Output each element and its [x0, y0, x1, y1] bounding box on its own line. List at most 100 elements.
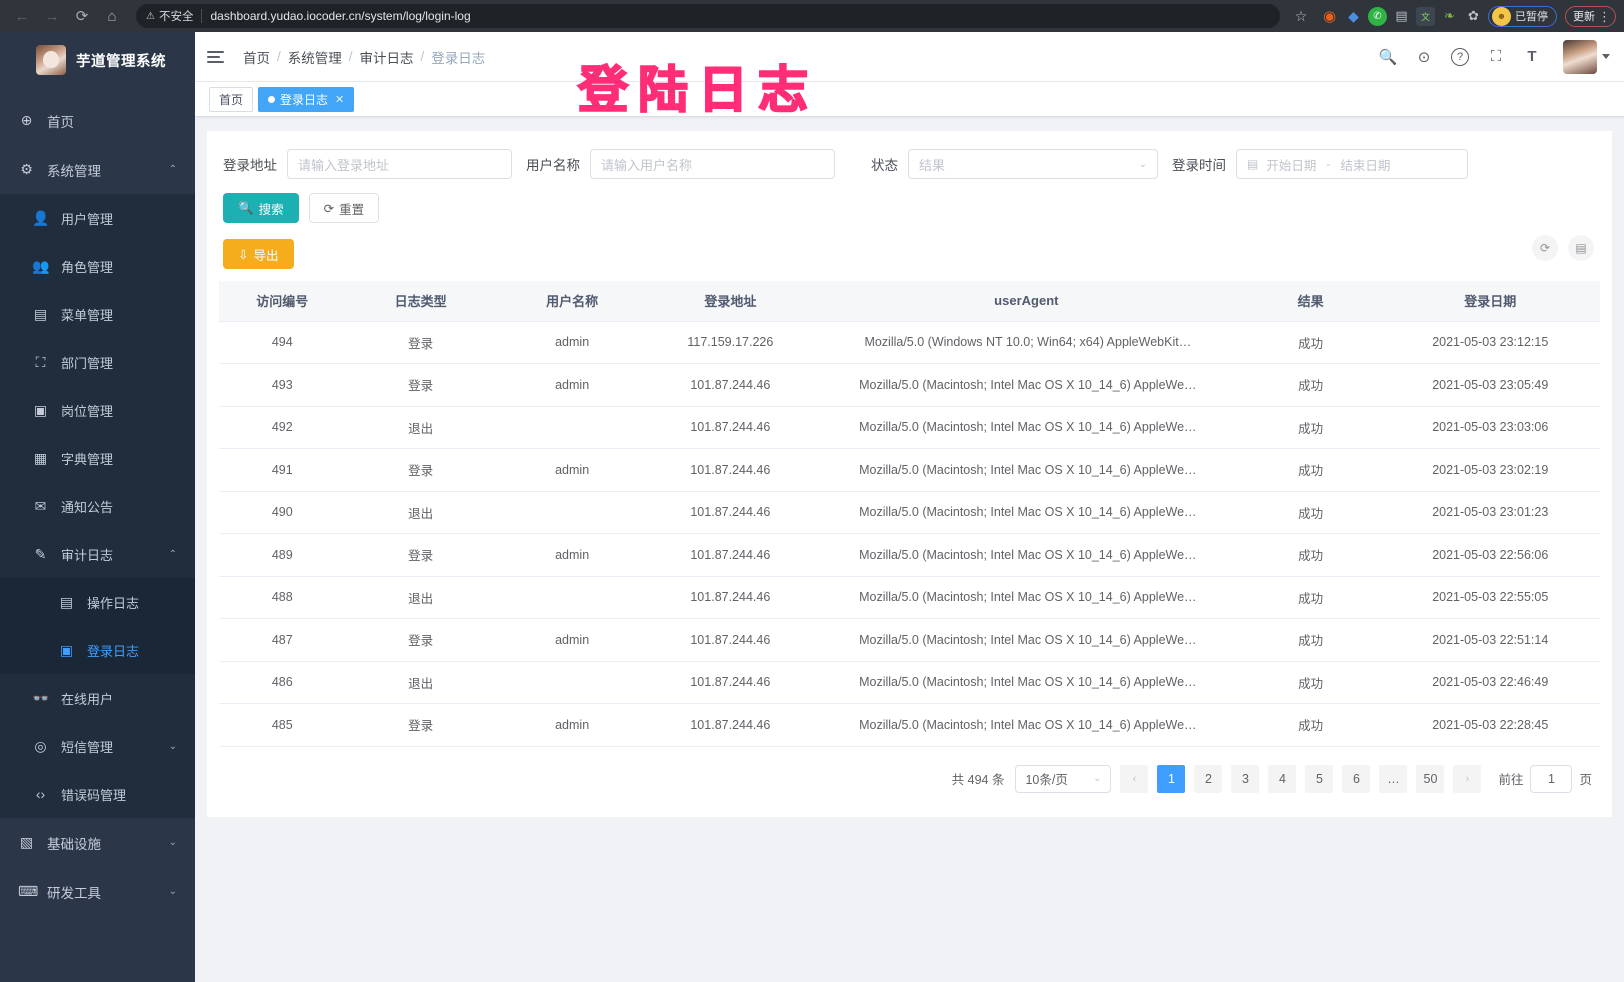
firefox-extension-icon[interactable]: ◉ [1322, 8, 1337, 25]
forward-icon[interactable]: → [44, 7, 60, 25]
page-button-2[interactable]: 2 [1194, 764, 1223, 793]
sidebar-item-role-management[interactable]: 👥 角色管理 [0, 242, 195, 290]
sidebar-item-error-code-management[interactable]: ‹› 错误码管理 [0, 770, 195, 818]
avatar[interactable] [1563, 39, 1597, 74]
table-row[interactable]: 494 登录 admin 117.159.17.226 Mozilla/5.0 (Win… [219, 321, 1600, 364]
table-row[interactable]: 493 登录 admin 101.87.244.46 Mozilla/5.0 (Maci… [219, 363, 1600, 407]
sidebar-logo[interactable]: 芋道管理系统 [0, 32, 195, 88]
sidebar-item-dictionary-management[interactable]: ▦ 字典管理 [0, 434, 195, 482]
fullscreen-icon[interactable]: ⛶ [1490, 48, 1502, 65]
url-text: dashboard.yudao.iocoder.cn/system/log/lo… [210, 9, 471, 23]
sidebar-item-login-log[interactable]: ▣ 登录日志 [0, 626, 195, 674]
table-row[interactable]: 492 退出 101.87.244.46 Mozilla/5.0 (Macintosh… [219, 406, 1600, 449]
search-button[interactable]: 🔍 搜索 [223, 193, 299, 223]
jump-page-input[interactable]: 1 [1530, 764, 1573, 793]
export-button[interactable]: ⇩ 导出 [223, 239, 294, 269]
column-header-user[interactable]: 用户名称 [495, 281, 649, 322]
tab-login-log[interactable]: 登录日志 ✕ [258, 86, 355, 112]
page-ellipsis[interactable]: … [1379, 764, 1408, 793]
column-header-useragent[interactable]: userAgent [811, 281, 1241, 322]
sidebar-item-post-management[interactable]: ▣ 岗位管理 [0, 386, 195, 434]
table-row[interactable]: 488 退出 101.87.244.46 Mozilla/5.0 (Macintosh… [219, 576, 1600, 619]
chevron-down-icon[interactable] [1602, 54, 1610, 59]
sidebar-item-user-management[interactable]: 👤 用户管理 [0, 194, 195, 242]
row-user-agent: Mozilla/5.0 (Macintosh; Intel Mac OS X 1… [811, 576, 1241, 619]
back-icon[interactable]: ← [14, 7, 30, 25]
row-login-address: 101.87.244.46 [648, 491, 812, 534]
breadcrumb-item-home[interactable]: 首页 [243, 50, 270, 66]
sidebar-item-dev-tools[interactable]: ⌨ 研发工具 ⌄ [0, 867, 195, 916]
leaf-extension-icon[interactable]: ❧ [1444, 8, 1455, 23]
row-login-address: 101.87.244.46 [648, 533, 812, 577]
column-header-address[interactable]: 登录地址 [648, 281, 812, 322]
sidebar-item-label: 研发工具 [47, 885, 101, 901]
column-header-date[interactable]: 登录日期 [1380, 281, 1600, 322]
page-button-5[interactable]: 5 [1305, 764, 1334, 793]
page-button-4[interactable]: 4 [1268, 764, 1297, 793]
row-id: 491 [219, 448, 346, 492]
help-icon[interactable]: ? [1451, 47, 1469, 66]
brand-avatar-icon [36, 45, 66, 75]
sidebar-item-infrastructure[interactable]: ▧ 基础设施 ⌄ [0, 818, 195, 867]
sidebar-item-sms-management[interactable]: ◎ 短信管理 ⌄ [0, 722, 195, 770]
table-row[interactable]: 491 登录 admin 101.87.244.46 Mozilla/5.0 (Maci… [219, 448, 1600, 492]
table-row[interactable]: 487 登录 admin 101.87.244.46 Mozilla/5.0 (Maci… [219, 618, 1600, 662]
bookmark-star-icon[interactable]: ☆ [1294, 7, 1308, 24]
column-header-id[interactable]: 访问编号 [219, 281, 346, 322]
browser-menu-icon[interactable]: ⋮ [1598, 8, 1611, 24]
reset-button[interactable]: ⟳ 重置 [308, 193, 380, 223]
puzzle-extension-icon[interactable]: ✿ [1468, 8, 1479, 23]
status-select[interactable]: 结果 ⌄ [908, 149, 1158, 179]
sidebar-item-menu-management[interactable]: ▤ 菜单管理 [0, 290, 195, 338]
font-size-icon[interactable]: T [1527, 48, 1537, 65]
column-header-type[interactable]: 日志类型 [345, 281, 496, 322]
reload-icon[interactable]: ⟳ [75, 8, 89, 25]
column-settings-icon[interactable]: ▤ [1568, 235, 1594, 261]
refresh-icon[interactable]: ⟳ [1532, 235, 1558, 261]
wechat-extension-icon[interactable]: ✆ [1368, 6, 1387, 26]
close-icon[interactable]: ✕ [335, 93, 345, 106]
page-button-1[interactable]: 1 [1157, 764, 1186, 793]
row-user-agent: Mozilla/5.0 (Macintosh; Intel Mac OS X 1… [811, 363, 1241, 407]
table-row[interactable]: 489 登录 admin 101.87.244.46 Mozilla/5.0 (Maci… [219, 533, 1600, 577]
page-button-6[interactable]: 6 [1342, 764, 1371, 793]
table-toolbar: ⇩ 导出 ⟳ ▤ [219, 227, 1600, 281]
sidebar-item-online-users[interactable]: 👓 在线用户 [0, 674, 195, 722]
username-input[interactable]: 请输入用户名称 [590, 149, 835, 179]
home-icon[interactable]: ⌂ [107, 7, 117, 25]
breadcrumb-item-system[interactable]: 系统管理 [287, 50, 342, 66]
translate-extension-icon[interactable]: 文 [1416, 6, 1435, 26]
document-icon: ▤ [59, 593, 74, 610]
address-bar[interactable]: ⚠ 不安全 dashboard.yudao.iocoder.cn/system/… [136, 4, 1280, 28]
sidebar-item-home[interactable]: ⊕ 首页 [0, 96, 195, 145]
sidebar-item-system-management[interactable]: ⚙ 系统管理 ⌃ [0, 145, 195, 194]
dictionary-extension-icon[interactable]: ▤ [1395, 8, 1408, 23]
sidebar-item-label: 登录日志 [87, 643, 140, 659]
page-button-50[interactable]: 50 [1416, 764, 1445, 793]
menu-list-icon: ▤ [33, 305, 48, 322]
column-header-result[interactable]: 结果 [1240, 281, 1381, 322]
paused-status-badge[interactable]: ☻ 已暂停 [1488, 5, 1557, 27]
search-icon[interactable]: 🔍 [1378, 48, 1398, 66]
sidebar-item-operation-log[interactable]: ▤ 操作日志 [0, 578, 195, 626]
next-page-button[interactable]: › [1453, 764, 1482, 793]
table-row[interactable]: 490 退出 101.87.244.46 Mozilla/5.0 (Macintosh… [219, 491, 1600, 534]
login-address-input[interactable]: 请输入登录地址 [287, 149, 512, 179]
sidebar-item-audit-log[interactable]: ✎ 审计日志 ⌃ [0, 530, 195, 578]
github-icon[interactable]: ⊙ [1417, 48, 1431, 66]
sidebar-item-department-management[interactable]: ⛶ 部门管理 [0, 338, 195, 386]
table-row[interactable]: 486 退出 101.87.244.46 Mozilla/5.0 (Macintosh… [219, 661, 1600, 704]
diamond-extension-icon[interactable]: ◆ [1348, 7, 1359, 24]
login-time-daterange[interactable]: ▤ 开始日期 - 结束日期 [1236, 149, 1468, 179]
prev-page-button[interactable]: ‹ [1120, 764, 1149, 793]
table-row[interactable]: 485 登录 admin 101.87.244.46 Mozilla/5.0 (Maci… [219, 703, 1600, 747]
page-size-select[interactable]: 10条/页 ⌄ [1015, 764, 1112, 793]
tab-home[interactable]: 首页 [209, 86, 254, 112]
breadcrumb-item-audit[interactable]: 审计日志 [359, 50, 414, 66]
sidebar-toggle-icon[interactable] [207, 46, 229, 68]
user-menu[interactable] [1563, 39, 1610, 74]
update-button[interactable]: 更新 ⋮ [1565, 5, 1616, 27]
sidebar-item-notice[interactable]: ✉ 通知公告 [0, 482, 195, 530]
row-result: 成功 [1240, 661, 1381, 704]
page-button-3[interactable]: 3 [1231, 764, 1260, 793]
